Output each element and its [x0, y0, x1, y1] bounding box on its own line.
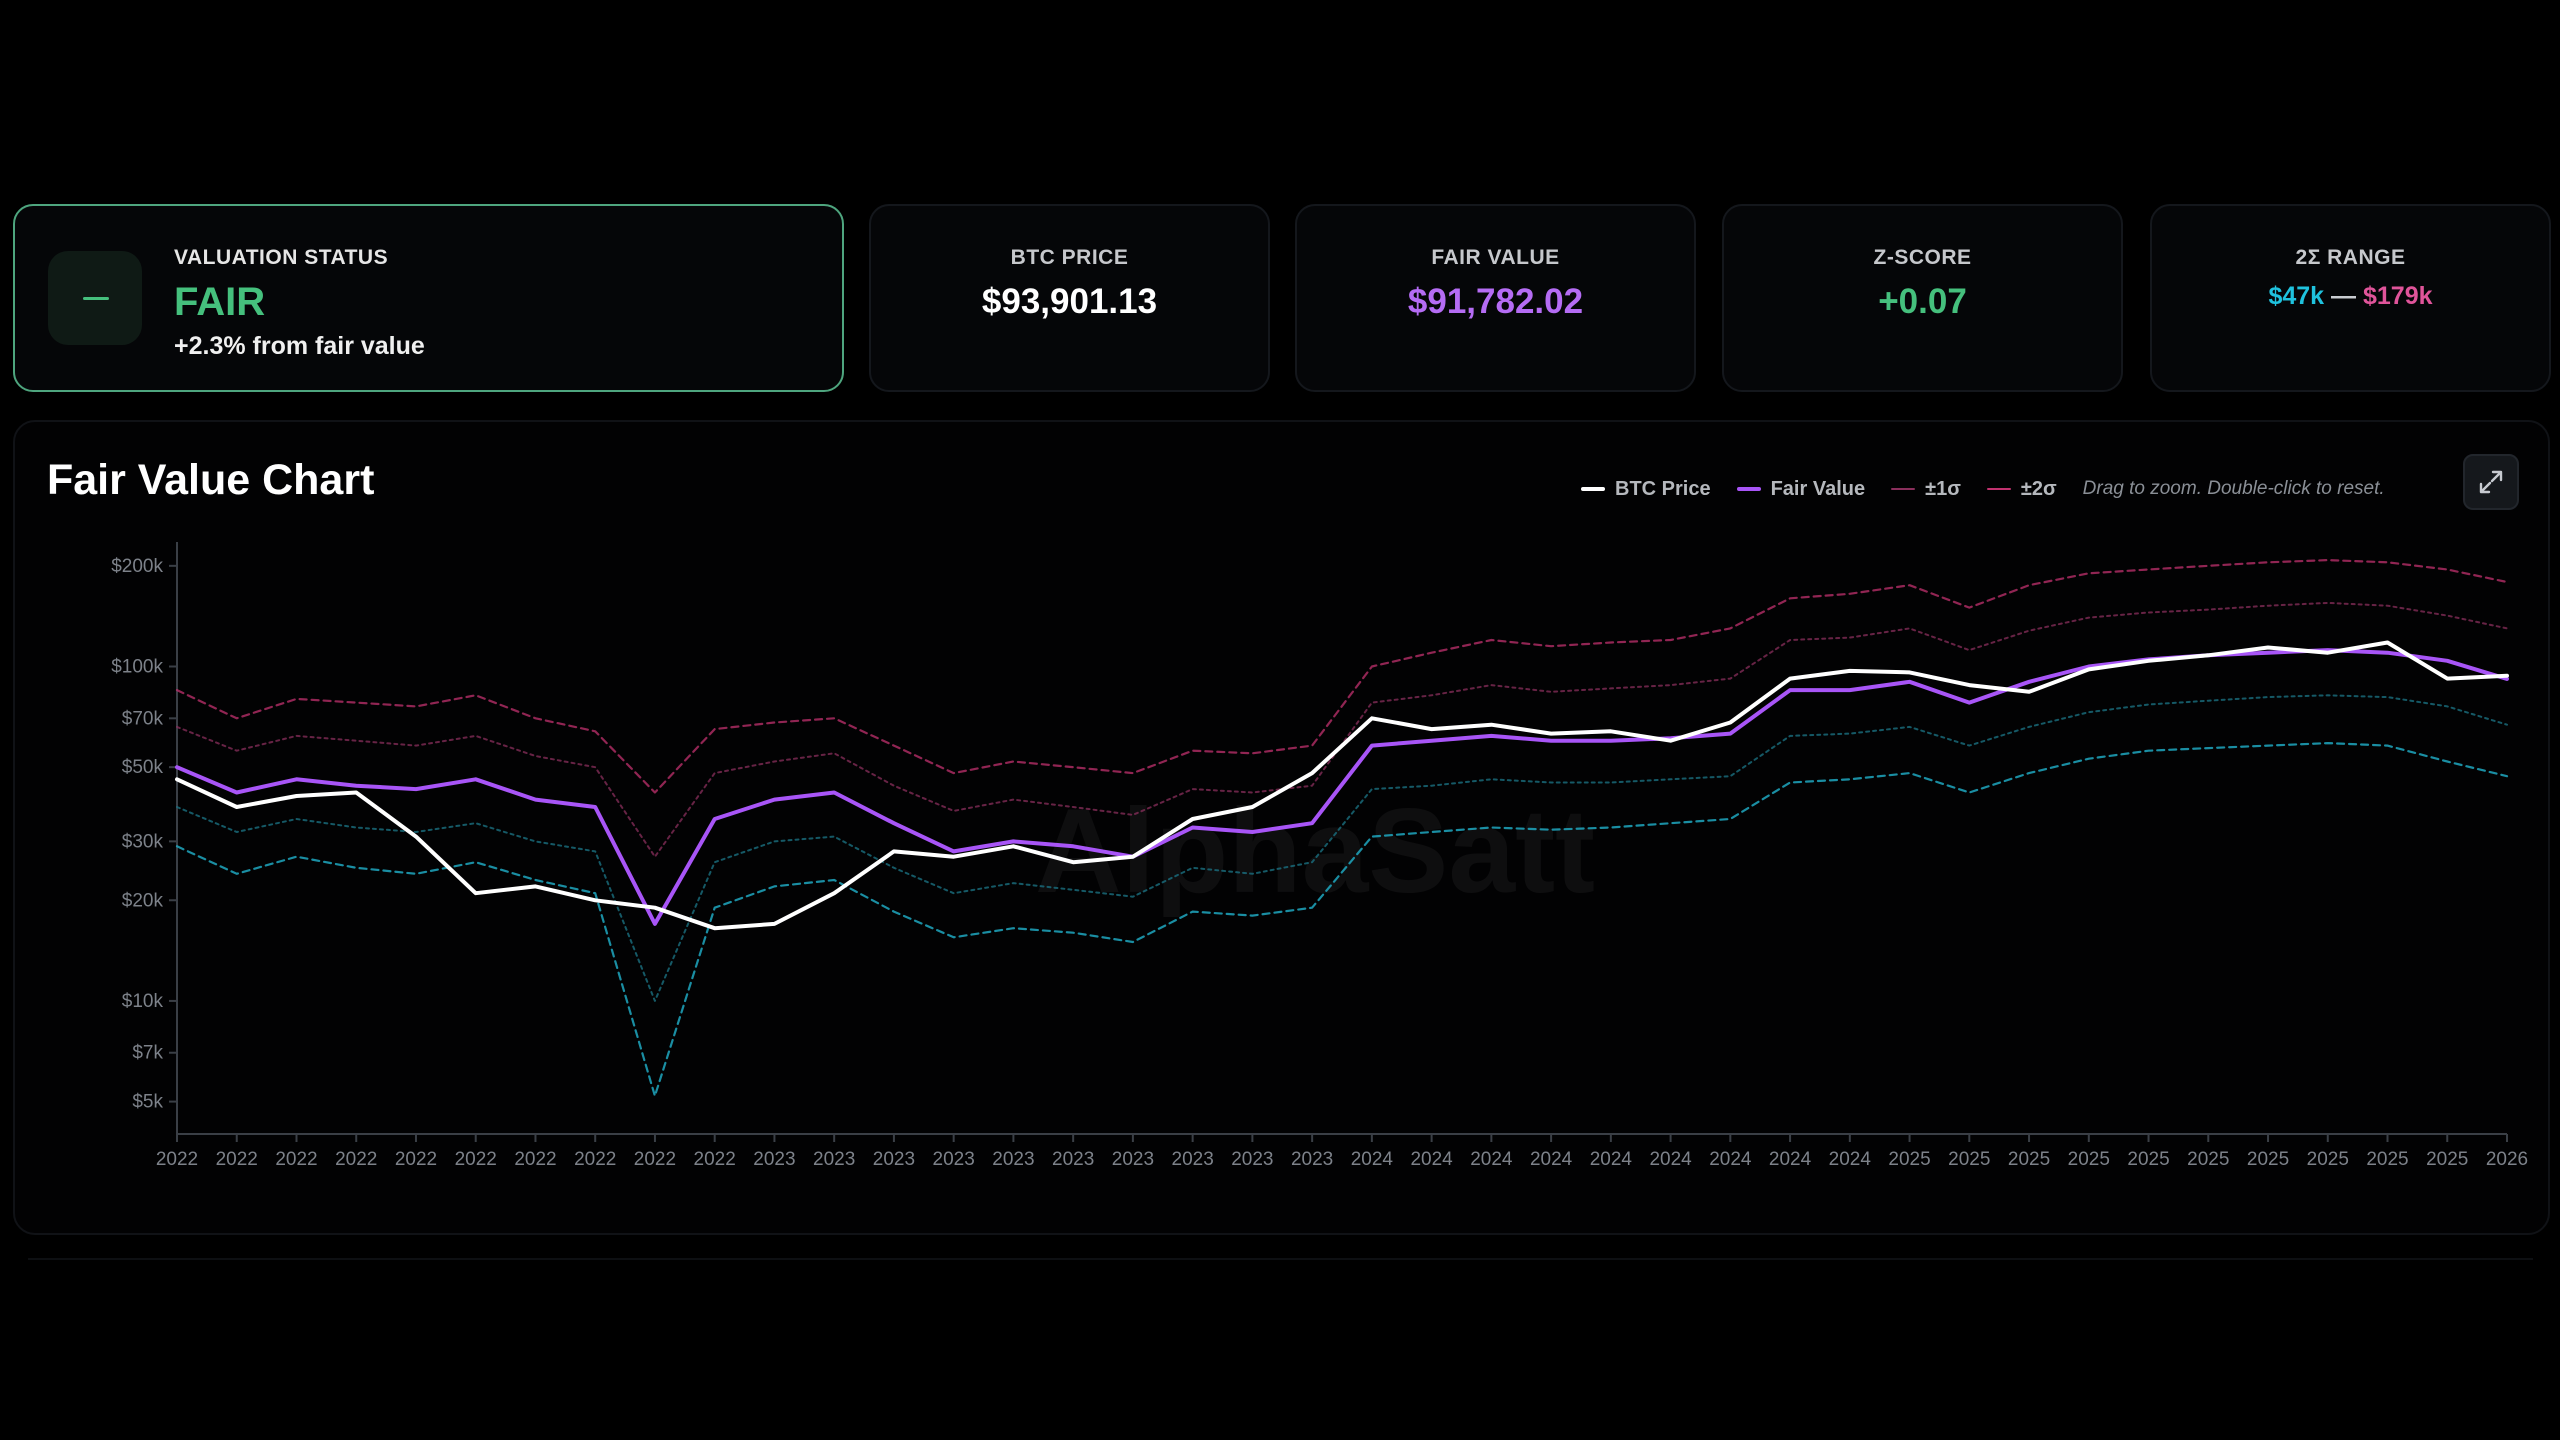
series-line-2-upper: [175, 559, 2509, 794]
series-line-1-lower: [176, 694, 2508, 1002]
x-tick-label: 2025: [2307, 1149, 2349, 1170]
range-card: 2Σ RANGE $47k — $179k: [2150, 204, 2551, 392]
valuation-status-detail: +2.3% from fair value: [174, 332, 425, 360]
chart-legend: BTC Price Fair Value ±1σ ±2σ Drag to zoo…: [1581, 474, 2385, 504]
footer-divider: [28, 1258, 2533, 1260]
legend-item-1sigma[interactable]: ±1σ: [1891, 478, 1961, 501]
y-tick-label: $5k: [132, 1092, 163, 1113]
fair-value-value: $91,782.02: [1407, 282, 1584, 321]
fair-value-card: FAIR VALUE $91,782.02: [1295, 204, 1696, 392]
z-score-value: +0.07: [1878, 282, 1967, 321]
x-tick-label: 2023: [933, 1149, 975, 1170]
x-tick-label: 2023: [873, 1149, 915, 1170]
minus-icon: [48, 251, 142, 345]
chart-watermark: AlphaSatt: [1035, 784, 1595, 918]
x-tick-label: 2025: [2127, 1149, 2169, 1170]
range-high: $179k: [2363, 282, 2433, 310]
x-tick-label: 2024: [1351, 1149, 1394, 1170]
legend-swatch: [1986, 488, 2011, 490]
fair-value-label: FAIR VALUE: [1431, 246, 1560, 269]
x-tick-label: 2025: [2426, 1149, 2468, 1170]
x-tick-label: 2022: [455, 1149, 497, 1170]
valuation-status-label: VALUATION STATUS: [174, 246, 389, 269]
x-tick-label: 2025: [2068, 1149, 2110, 1170]
x-tick-label: 2024: [1410, 1149, 1453, 1170]
valuation-status-value: FAIR: [174, 280, 266, 324]
legend-swatch: [1736, 487, 1761, 491]
range-label: 2Σ RANGE: [2295, 246, 2406, 269]
x-tick-label: 2022: [514, 1149, 556, 1170]
x-tick-label: 2026: [2486, 1149, 2528, 1170]
x-tick-label: 2025: [2187, 1149, 2229, 1170]
x-tick-label: 2025: [1888, 1149, 1930, 1170]
fair-value-chart-panel: AlphaSatt $200k $100k $70k $50k $30k $20k $10k $…: [13, 420, 2550, 1235]
x-tick-label: 2024: [1829, 1149, 1872, 1170]
x-tick-label: 2022: [694, 1149, 736, 1170]
series-line-2-lower: [175, 742, 2509, 1098]
legend-swatch: [1891, 488, 1916, 490]
x-tick-label: 2025: [1948, 1149, 1990, 1170]
range-low: $47k: [2268, 282, 2325, 310]
y-tick-label: $10k: [122, 991, 164, 1012]
x-tick-label: 2022: [216, 1149, 258, 1170]
legend-item-fair-value[interactable]: Fair Value: [1736, 477, 1866, 501]
fair-value-chart[interactable]: AlphaSatt $200k $100k $70k $50k $30k $20k $10k $…: [15, 422, 2552, 1237]
legend-label: BTC Price: [1615, 477, 1711, 500]
x-tick-label: 2023: [1291, 1149, 1333, 1170]
legend-item-btc-price[interactable]: BTC Price: [1581, 478, 1711, 501]
x-tick-label: 2024: [1470, 1149, 1513, 1170]
range-separator: —: [2331, 282, 2357, 310]
x-tick-label: 2024: [1769, 1149, 1812, 1170]
x-tick-label: 2024: [1530, 1149, 1573, 1170]
expand-icon: [2479, 470, 2503, 494]
range-values: $47k — $179k: [2152, 282, 2549, 311]
x-tick-label: 2025: [2366, 1149, 2408, 1170]
y-tick-label: $30k: [122, 831, 164, 852]
x-tick-label: 2022: [574, 1149, 616, 1170]
legend-swatch: [1581, 487, 1605, 491]
y-tick-label: $7k: [132, 1043, 163, 1064]
chart-hint: Drag to zoom. Double-click to reset.: [2082, 478, 2385, 499]
y-tick-label: $200k: [111, 556, 163, 577]
legend-label: Fair Value: [1770, 477, 1866, 500]
z-score-card: Z-SCORE +0.07: [1722, 204, 2123, 392]
x-tick-label: 2022: [156, 1149, 198, 1170]
y-tick-label: $70k: [122, 708, 164, 729]
expand-button[interactable]: [2463, 454, 2519, 510]
series-line-btc-price: [175, 640, 2509, 931]
chart-title: Fair Value Chart: [47, 456, 375, 504]
y-tick-label: $100k: [111, 657, 163, 678]
x-tick-label: 2022: [634, 1149, 676, 1170]
x-tick-label: 2025: [2008, 1149, 2050, 1170]
series-line-fair-value: [175, 648, 2509, 926]
y-tick-label: $20k: [122, 890, 164, 911]
x-tick-label: 2023: [813, 1149, 855, 1170]
x-tick-label: 2024: [1649, 1149, 1692, 1170]
x-tick-label: 2023: [1112, 1149, 1154, 1170]
x-tick-label: 2024: [1590, 1149, 1633, 1170]
y-tick-label: $50k: [122, 757, 164, 778]
x-tick-label: 2022: [335, 1149, 377, 1170]
x-tick-label: 2022: [275, 1149, 317, 1170]
z-score-label: Z-SCORE: [1873, 246, 1972, 269]
legend-item-2sigma[interactable]: ±2σ: [1986, 477, 2057, 501]
x-tick-label: 2023: [1052, 1149, 1094, 1170]
x-tick-label: 2023: [992, 1149, 1034, 1170]
x-tick-label: 2022: [395, 1149, 437, 1170]
x-tick-label: 2023: [1172, 1149, 1214, 1170]
x-tick-label: 2025: [2247, 1149, 2289, 1170]
x-tick-label: 2023: [1231, 1149, 1273, 1170]
btc-price-card: BTC PRICE $93,901.13: [869, 204, 1270, 392]
legend-label: ±1σ: [1925, 477, 1961, 500]
x-tick-label: 2024: [1709, 1149, 1752, 1170]
btc-price-value: $93,901.13: [981, 282, 1158, 321]
valuation-status-card: VALUATION STATUS FAIR +2.3% from fair va…: [13, 204, 844, 392]
btc-price-label: BTC PRICE: [1010, 246, 1129, 269]
x-tick-label: 2023: [753, 1149, 795, 1170]
legend-label: ±2σ: [2020, 477, 2057, 500]
